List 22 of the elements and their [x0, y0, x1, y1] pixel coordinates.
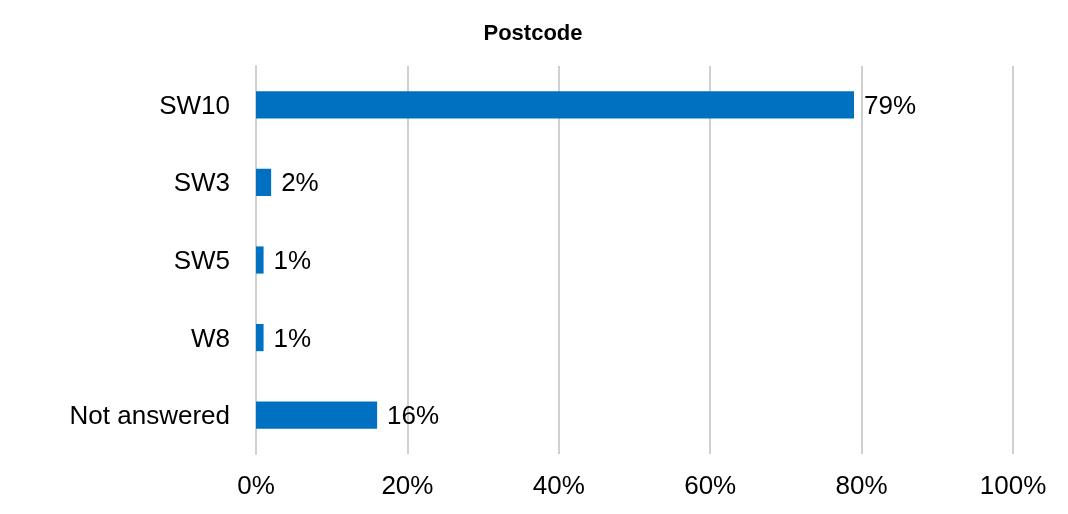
y-tick-label: SW3 — [173, 167, 230, 198]
data-label: 16% — [387, 400, 440, 431]
bar — [256, 324, 264, 352]
data-label: 1% — [273, 245, 312, 275]
y-tick-label: SW10 — [159, 89, 230, 120]
data-label: 1% — [273, 322, 312, 353]
x-tick-label: 40% — [532, 470, 585, 500]
y-tick-label: SW5 — [173, 245, 230, 275]
x-tick-label: 20% — [381, 470, 434, 500]
x-tick-label: 60% — [684, 470, 737, 500]
data-label: 79% — [864, 89, 917, 120]
data-label: 2% — [281, 167, 319, 198]
x-tick-label: 0% — [237, 470, 275, 500]
y-tick-label: Not answered — [69, 400, 230, 431]
chart-title: Postcode — [483, 19, 583, 45]
bar — [256, 168, 272, 196]
x-tick-label: 100% — [979, 470, 1047, 500]
bar — [256, 91, 855, 119]
bar — [256, 246, 264, 274]
x-tick-label: 80% — [835, 470, 888, 500]
y-tick-label: W8 — [191, 322, 230, 353]
bar — [256, 401, 378, 429]
